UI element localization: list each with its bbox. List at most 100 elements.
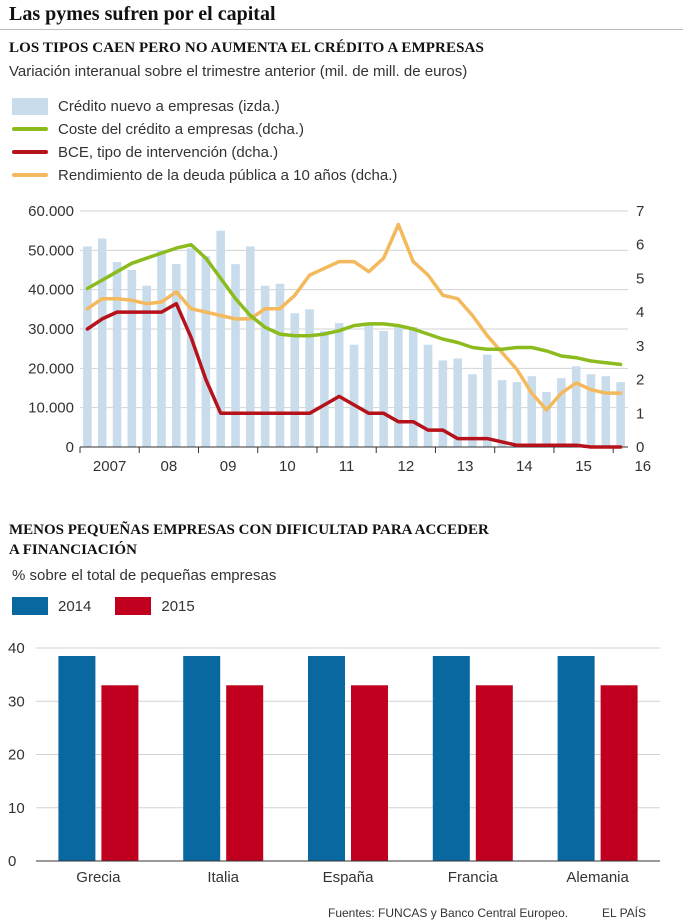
credit-bar bbox=[216, 230, 225, 447]
credit-bar bbox=[364, 325, 374, 447]
bar-2015 bbox=[226, 685, 264, 861]
y-tick-label: 0 bbox=[8, 853, 16, 870]
credit-bar bbox=[423, 344, 433, 447]
chart1-subtitle: Variación interanual sobre el trimestre … bbox=[9, 63, 468, 80]
legend-item-credit: Crédito nuevo a empresas (izda.) bbox=[12, 96, 280, 116]
credit-bar bbox=[142, 285, 151, 447]
bar-2015 bbox=[600, 685, 638, 861]
credit-bar bbox=[408, 327, 418, 447]
y-right-tick-label: 7 bbox=[636, 203, 644, 220]
legend-cost-label: Coste del crédito a empresas (dcha.) bbox=[58, 120, 304, 138]
credit-bar bbox=[438, 360, 448, 447]
credit-bar bbox=[157, 250, 166, 447]
credit-bar bbox=[527, 376, 537, 447]
y-left-tick-label: 10.000 bbox=[28, 400, 74, 417]
x-tick-label: 14 bbox=[516, 458, 533, 475]
y-tick-label: 10 bbox=[8, 800, 25, 817]
x-tick-label: 13 bbox=[457, 458, 474, 475]
credit-bar bbox=[586, 374, 596, 447]
legend-2015-swatch bbox=[115, 597, 152, 615]
y-tick-label: 40 bbox=[8, 640, 25, 657]
x-tick-label: 10 bbox=[279, 458, 296, 475]
credit-rates-chart: 010.00020.00030.00040.00050.00060.000012… bbox=[28, 203, 651, 475]
y-right-tick-label: 3 bbox=[636, 338, 644, 355]
cost-line bbox=[85, 242, 623, 367]
title-divider bbox=[0, 29, 683, 30]
x-tick-label: 08 bbox=[161, 458, 178, 475]
y-right-tick-label: 2 bbox=[636, 372, 644, 389]
credit-bar bbox=[497, 380, 507, 447]
bar-2014 bbox=[58, 655, 96, 861]
bar-2014 bbox=[432, 655, 470, 861]
y-left-tick-label: 0 bbox=[66, 439, 74, 456]
legend-credit-swatch bbox=[12, 97, 48, 115]
x-tick-label: 16 bbox=[634, 458, 651, 475]
credit-bar bbox=[171, 264, 181, 447]
credit-bar bbox=[290, 313, 300, 447]
bar-2015 bbox=[101, 685, 139, 861]
credit-bar bbox=[483, 354, 492, 447]
y-left-tick-label: 50.000 bbox=[28, 242, 74, 259]
x-category-label: España bbox=[323, 869, 375, 886]
x-category-label: Grecia bbox=[76, 869, 121, 886]
legend-ecb-label: BCE, tipo de intervención (dcha.) bbox=[58, 143, 279, 161]
ecb-line bbox=[85, 301, 623, 449]
credit-bar bbox=[127, 270, 137, 447]
legend-bond-label: Rendimiento de la deuda pública a 10 año… bbox=[58, 166, 398, 184]
y-right-tick-label: 5 bbox=[636, 270, 644, 287]
financing-difficulty-chart: 0 10 20 30 40 Grecia Italia España Francia Aleman… bbox=[8, 640, 660, 886]
credit-bar bbox=[616, 382, 625, 447]
credit-bar bbox=[246, 246, 255, 447]
y-tick-label: 30 bbox=[8, 693, 25, 710]
credit-bar bbox=[468, 374, 477, 447]
credit-bar bbox=[557, 378, 566, 447]
chart2-title-line1: MENOS PEQUEÑAS EMPRESAS CON DIFICULTAD P… bbox=[9, 522, 489, 538]
credit-bar bbox=[320, 330, 329, 447]
legend-credit-label: Crédito nuevo a empresas (izda.) bbox=[58, 97, 280, 115]
legend-bond-line bbox=[12, 173, 48, 177]
bar-2014 bbox=[557, 655, 595, 861]
credit-bar bbox=[542, 391, 551, 447]
credit-bar bbox=[83, 246, 92, 447]
bar-2014 bbox=[183, 655, 221, 861]
credit-bar bbox=[571, 366, 581, 447]
legend-cost-line bbox=[12, 127, 48, 131]
x-tick-label: 12 bbox=[397, 458, 414, 475]
credit-bar bbox=[201, 256, 211, 447]
credit-bar bbox=[275, 283, 285, 447]
y-right-tick-label: 0 bbox=[636, 439, 644, 456]
chart2-title-line2: A FINANCIACIÓN bbox=[9, 542, 137, 558]
y-right-tick-label: 6 bbox=[636, 237, 644, 254]
page-title: Las pymes sufren por el capital bbox=[9, 3, 276, 25]
credit-bar bbox=[231, 264, 240, 447]
x-category-label: Francia bbox=[448, 869, 499, 886]
legend-2015-label: 2015 bbox=[161, 597, 195, 615]
credit-bar bbox=[349, 344, 359, 447]
bar-2014 bbox=[308, 655, 345, 861]
x-tick-label: 15 bbox=[575, 458, 592, 475]
chart1-title: LOS TIPOS CAEN PERO NO AUMENTA EL CRÉDIT… bbox=[9, 40, 484, 56]
credit-bar bbox=[260, 285, 270, 447]
credit-bar bbox=[394, 327, 403, 447]
legend-item-cost: Coste del crédito a empresas (dcha.) bbox=[12, 119, 304, 139]
chart2-title: MENOS PEQUEÑAS EMPRESAS CON DIFICULTAD P… bbox=[9, 520, 489, 560]
chart2-legend: 2014 2015 bbox=[12, 597, 219, 615]
legend-2014-swatch bbox=[12, 597, 48, 615]
x-tick-label: 2007 bbox=[93, 458, 126, 475]
x-category-label: Alemania bbox=[566, 869, 629, 886]
x-tick-label: 11 bbox=[339, 458, 355, 475]
y-right-tick-label: 1 bbox=[636, 405, 644, 422]
y-tick-label: 20 bbox=[8, 747, 25, 764]
footer-brand: EL PAÍS bbox=[602, 906, 647, 920]
legend-ecb-line bbox=[12, 150, 48, 154]
y-left-tick-label: 30.000 bbox=[28, 321, 74, 338]
credit-bar bbox=[186, 248, 196, 447]
bar-2015 bbox=[475, 685, 513, 861]
credit-bar bbox=[601, 376, 611, 447]
credit-bar bbox=[97, 238, 107, 447]
credit-bar bbox=[112, 262, 122, 447]
footer-sources: Fuentes: FUNCAS y Banco Central Europeo. bbox=[328, 906, 569, 920]
x-category-label: Italia bbox=[207, 869, 239, 886]
credit-bar bbox=[334, 323, 344, 447]
y-left-tick-label: 60.000 bbox=[28, 203, 74, 220]
